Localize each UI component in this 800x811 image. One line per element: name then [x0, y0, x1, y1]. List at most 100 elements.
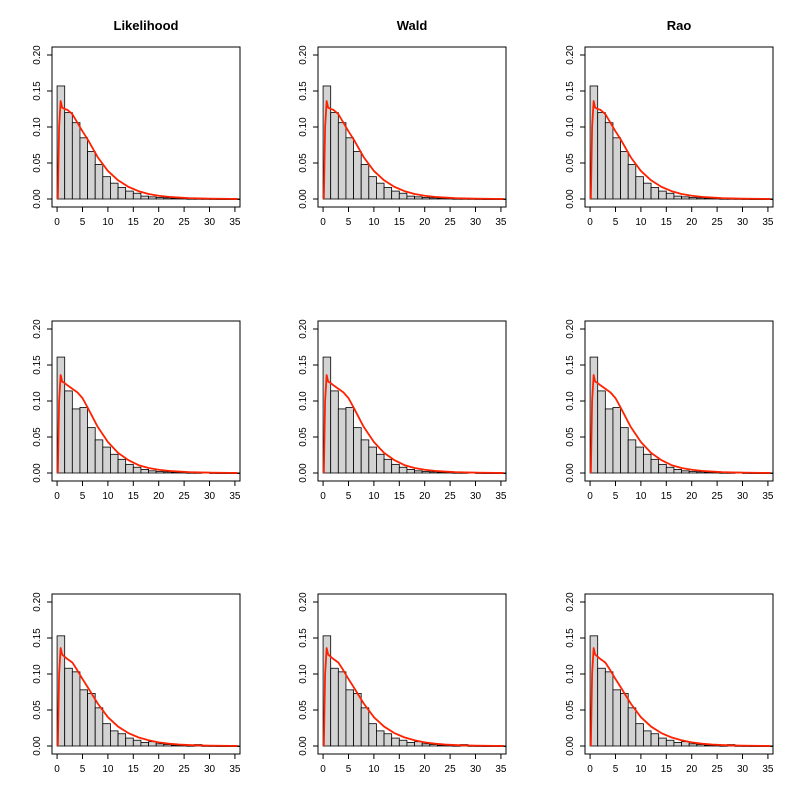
histogram-bar	[163, 744, 172, 747]
histogram-bar	[140, 468, 149, 474]
histogram-bar	[102, 176, 111, 200]
x-tick-label: 35	[762, 764, 774, 775]
chart-panel-row2-likelihood: 0 5 10 15 20 25 30 35 0.00 0.05 0.10 0.15 0.20	[32, 319, 241, 502]
y-tick-label: 0.10	[565, 117, 576, 137]
x-tick-label: 15	[128, 217, 140, 228]
histogram-bar	[110, 453, 119, 474]
density-curve	[589, 647, 771, 747]
histogram-bar	[337, 408, 347, 474]
histogram-bar	[94, 707, 104, 747]
histogram-bar	[681, 196, 690, 200]
x-tick-label: 10	[102, 491, 114, 502]
histogram-bar	[673, 468, 682, 474]
y-tick-label: 0.10	[565, 664, 576, 684]
histogram-bar	[398, 466, 408, 474]
density-curve	[56, 100, 238, 200]
histogram-bar	[337, 671, 347, 747]
histogram-bar	[658, 463, 667, 474]
histogram-bar	[406, 742, 415, 747]
x-tick-label: 15	[394, 764, 406, 775]
y-tick-label: 0.10	[298, 664, 309, 684]
x-tick-label: 25	[179, 491, 191, 502]
histogram-bar	[117, 733, 127, 747]
histogram-bar	[414, 470, 423, 474]
histogram-bar	[627, 439, 637, 474]
histogram-bar	[391, 737, 400, 747]
histogram-bar	[612, 407, 621, 474]
x-tick-label: 15	[394, 491, 406, 502]
x-tick-label: 20	[153, 764, 165, 775]
histogram-bar	[87, 427, 96, 474]
y-tick-label: 0.10	[32, 391, 43, 411]
x-tick-label: 10	[102, 217, 114, 228]
chart-panel-row2-rao: 0 5 10 15 20 25 30 35 0.00 0.05 0.10 0.15 0.20	[565, 319, 774, 502]
y-tick-label: 0.15	[298, 355, 309, 375]
x-tick-label: 0	[320, 764, 326, 775]
histogram-bar	[704, 744, 713, 747]
x-tick-label: 35	[229, 217, 241, 228]
y-tick-label: 0.05	[298, 427, 309, 447]
x-tick-label: 30	[204, 764, 216, 775]
histogram-bar	[360, 707, 370, 747]
histogram-bar	[110, 730, 119, 747]
histogram-bar	[171, 744, 180, 747]
histogram-bar	[688, 197, 698, 200]
histogram-bar	[94, 164, 104, 200]
density-curve	[56, 374, 238, 474]
x-tick-label: 10	[368, 217, 380, 228]
x-tick-label: 25	[445, 764, 457, 775]
density-curve	[322, 374, 504, 474]
histogram-bar	[421, 743, 431, 747]
histogram-bar	[383, 458, 393, 474]
x-tick-label: 5	[613, 491, 619, 502]
histogram-bar	[155, 197, 165, 200]
histogram-bar	[696, 471, 705, 474]
x-tick-label: 25	[712, 217, 724, 228]
histogram-bar	[650, 187, 660, 200]
histogram-bar	[620, 693, 629, 747]
x-tick-label: 20	[419, 491, 431, 502]
histogram-bar	[345, 407, 354, 474]
x-tick-label: 20	[686, 491, 698, 502]
histogram-bar	[620, 151, 629, 200]
histogram-bar	[155, 471, 165, 474]
x-tick-label: 0	[54, 217, 60, 228]
chart-panel-row3-likelihood: 0 5 10 15 20 25 30 35 0.00 0.05 0.10 0.15 0.20	[32, 592, 241, 775]
histogram-bar	[148, 196, 157, 200]
histogram-bar	[110, 182, 119, 200]
x-tick-label: 0	[587, 491, 593, 502]
histogram-bar	[612, 689, 621, 747]
x-tick-label: 35	[495, 491, 507, 502]
y-tick-label: 0.05	[32, 700, 43, 720]
histogram-bar	[79, 137, 88, 200]
histogram-bar	[376, 730, 385, 747]
histogram-bar	[376, 453, 385, 474]
histogram-bar	[429, 197, 438, 200]
histogram-bar	[658, 737, 667, 747]
histogram-bar	[368, 723, 377, 747]
histogram-bar	[330, 390, 339, 474]
histogram-bars	[589, 356, 774, 474]
histogram-bar	[125, 737, 134, 747]
x-tick-label: 35	[495, 217, 507, 228]
histogram-bar	[665, 739, 675, 747]
histogram-bar	[71, 408, 81, 474]
y-tick-label: 0.15	[565, 81, 576, 101]
histogram-bar	[171, 471, 180, 474]
x-tick-label: 35	[762, 217, 774, 228]
y-tick-label: 0.05	[298, 700, 309, 720]
histogram-bar	[665, 466, 675, 474]
panel-title: Rao	[667, 18, 692, 33]
y-tick-label: 0.00	[32, 463, 43, 483]
histogram-bar	[391, 463, 400, 474]
histogram-bar	[696, 197, 705, 200]
y-tick-label: 0.00	[565, 463, 576, 483]
x-tick-label: 15	[661, 491, 673, 502]
histogram-bar	[383, 187, 393, 200]
histogram-bar	[376, 182, 385, 200]
panel-title: Wald	[397, 18, 428, 33]
histogram-bar	[383, 733, 393, 747]
histogram-bar	[604, 671, 614, 747]
x-tick-label: 10	[368, 491, 380, 502]
histogram-bar	[650, 733, 660, 747]
